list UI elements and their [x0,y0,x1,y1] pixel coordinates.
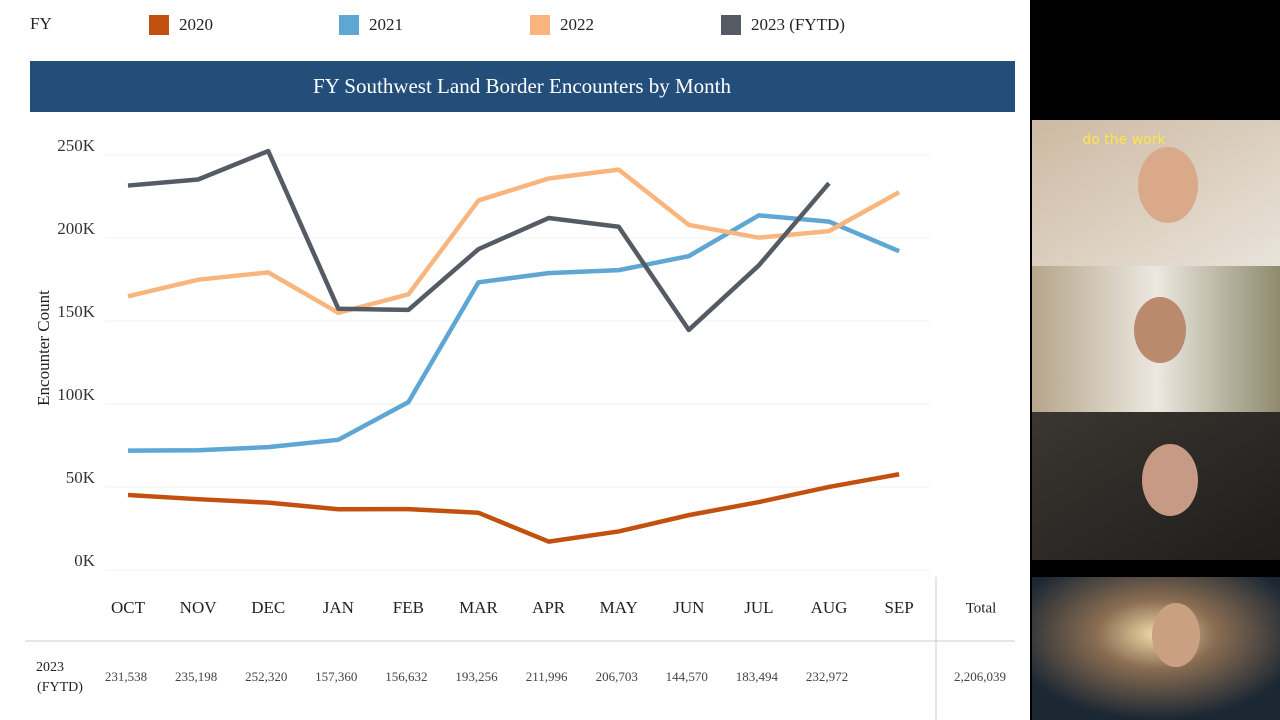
table-cell: 183,494 [736,669,779,684]
x-tick-label: MAR [459,598,498,617]
legend-label: 2022 [560,15,594,34]
y-tick-label: 50K [66,468,96,487]
y-tick-label: 250K [57,136,96,155]
total-cell: 2,206,039 [954,669,1006,684]
table-cell: 193,256 [455,669,498,684]
series-line [127,472,900,544]
x-tick-label: JUL [744,598,773,617]
legend-swatch [530,15,550,35]
table-cell: 211,996 [526,669,568,684]
x-tick-label: NOV [180,598,218,617]
total-header: Total [966,600,997,616]
legend-title: FY [30,14,52,33]
legend-swatch [339,15,359,35]
table-cell: 231,538 [105,669,147,684]
legend-label: 2023 (FYTD) [751,15,845,34]
x-tick-label: OCT [111,598,146,617]
x-tick-label: AUG [811,598,848,617]
y-tick-label: 100K [57,385,96,404]
x-tick-label: SEP [884,598,913,617]
table-cell: 157,360 [315,669,357,684]
participant [1152,603,1200,667]
table-cell: 144,570 [666,669,708,684]
participant [1138,147,1198,223]
participant [1142,444,1198,516]
neon-sign: do the work [1082,132,1166,148]
table-cell: 156,632 [385,669,427,684]
y-tick-label: 150K [57,302,96,321]
legend-label: 2020 [179,15,213,34]
series-line [127,213,900,453]
row-label: (FYTD) [37,680,83,695]
y-tick-label: 200K [57,219,96,238]
title-bar [30,61,1015,112]
series-line [127,148,831,333]
x-tick-label: DEC [251,598,285,617]
y-axis-label: Encounter Count [34,290,53,406]
row-label: 2023 [36,660,64,675]
legend-label: 2021 [369,15,403,34]
y-tick-label: 0K [74,551,96,570]
x-tick-label: JUN [673,598,704,617]
shared-screen [0,0,1030,720]
chart-title: FY Southwest Land Border Encounters by M… [313,74,732,98]
table-cell: 235,198 [175,669,217,684]
participant [1134,297,1186,363]
x-tick-label: JAN [323,598,354,617]
x-tick-label: MAY [600,598,638,617]
legend-swatch [721,15,741,35]
table-cell: 206,703 [596,669,638,684]
x-tick-label: FEB [393,598,424,617]
table-cell: 232,972 [806,669,848,684]
table-cell: 252,320 [245,669,287,684]
legend-swatch [149,15,169,35]
x-tick-label: APR [532,598,566,617]
series-line [127,167,901,316]
